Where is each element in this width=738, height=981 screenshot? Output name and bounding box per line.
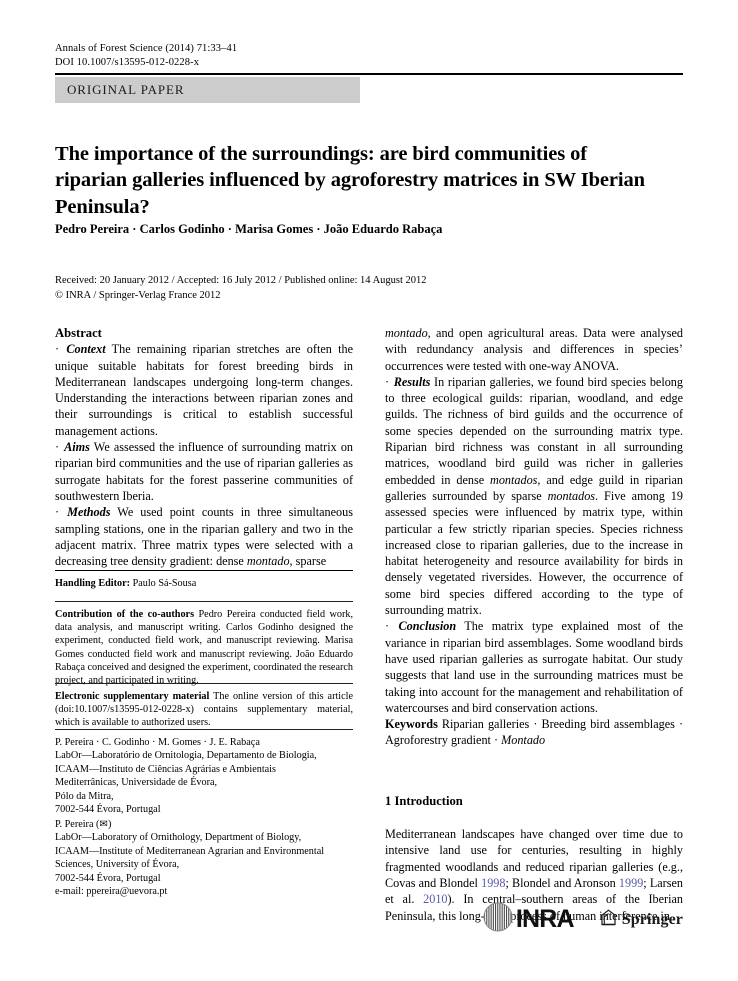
footer-logos: INRA Springer [55,902,683,948]
footnote-rule [55,570,353,571]
affiliation-line: 7002-544 Évora, Portugal [55,872,161,884]
logo-group: INRA Springer [483,902,683,937]
bullet-marker: · [385,619,399,634]
bullet-marker: · [55,440,65,455]
results-italic-montados-2: montados [547,488,596,503]
author-list: Pedro Pereira · Carlos Godinho · Marisa … [55,222,443,236]
context-text: The remaining riparian stretches are oft… [55,342,354,438]
running-head: Annals of Forest Science (2014) 71:33–41… [55,42,237,70]
affiliation-line: LabOr—Laboratório de Ornitologia, Depart… [55,750,317,762]
article-page: Annals of Forest Science (2014) 71:33–41… [55,0,683,981]
methods-italic-montado-2: montado [385,326,428,340]
bullet-marker: · [385,374,394,389]
handling-editor-block: Handling Editor: Paulo Sá-Sousa [55,570,353,596]
keywords-italic-montado: Montado [501,733,546,748]
affiliation-block-1: P. Pereira · C. Godinho · M. Gomes · J. … [55,729,353,816]
springer-house-icon [600,908,617,931]
copyright-line: © INRA / Springer-Verlag France 2012 [55,289,221,301]
results-text-c: . Five among 19 assessed species were in… [385,488,683,618]
affiliation-line: Pólo da Mitra, [55,790,114,802]
citation-link-blondel-aronson[interactable]: 1999 [618,875,644,890]
email-line[interactable]: e-mail: ppereira@uevora.pt [55,886,168,898]
contribution-label: Contribution of the co-authors [55,609,195,620]
doi-line: DOI 10.1007/s13595-012-0228-x [55,57,200,68]
contribution-line: Contribution of the co-authors Pedro Per… [55,608,353,687]
aims-label: Aims [64,440,90,455]
methods-label: Methods [67,505,111,520]
affiliation-line: LabOr—Laboratory of Ornithology, Departm… [55,832,302,844]
abstract-column-left: Abstract · Context The remaining riparia… [55,325,353,569]
page-title: The importance of the surroundings: are … [55,142,645,218]
affiliation-block-2: P. Pereira (✉) LabOr—Laboratory of Ornit… [55,818,353,898]
introduction-paragraph: Mediterranean landscapes have changed ov… [385,826,683,924]
journal-citation: Annals of Forest Science (2014) 71:33–41 [55,43,238,54]
aims-text: We assessed the influence of surrounding… [55,440,354,503]
footnote-rule [55,683,353,684]
intro-text-d: ). In central–southern areas of the Iber… [385,892,683,923]
methods-continuation: montado, and open agricultural areas. Da… [385,325,683,374]
footnote-rule [55,729,353,730]
springer-wordmark: Springer [621,910,683,928]
affiliation-line: 7002-544 Évora, Portugal [55,804,161,816]
intro-text-a: Mediterranean landscapes have changed ov… [385,827,683,890]
inra-wordmark: INRA [515,905,575,933]
springer-logo: Springer [600,908,683,931]
keywords-text: Riparian galleries · Breeding bird assem… [385,717,683,748]
handling-editor-line: Handling Editor: Paulo Sá-Sousa [55,577,353,590]
keywords-label: Keywords [385,717,438,732]
abstract-column-right: montado, and open agricultural areas. Da… [385,325,683,924]
affiliation-2-lines: P. Pereira (✉) LabOr—Laboratory of Ornit… [55,818,353,898]
article-type-label: ORIGINAL PAPER [67,82,185,97]
abstract-aims: · Aims We assessed the influence of surr… [55,439,353,504]
header-rule [55,73,683,75]
context-label: Context [66,342,106,357]
bullet-marker: · [55,505,68,520]
handling-editor-label: Handling Editor: [55,578,131,589]
affiliation-line: P. Pereira · C. Godinho · M. Gomes · J. … [55,737,260,748]
abstract-results: · Results In riparian galleries, we foun… [385,374,683,618]
results-text-b: , and edge guild in riparian galleries s… [385,472,683,503]
intro-text-b: ; Blondel and Aronson [505,875,619,890]
footnote-rule [55,601,353,602]
results-text-a: In riparian galleries, we found bird spe… [385,374,683,487]
citation-link-covas-blondel[interactable]: 1998 [481,875,506,890]
intro-text-c: ; Larsen et al. [385,875,683,907]
affiliation-1-lines: P. Pereira · C. Godinho · M. Gomes · J. … [55,736,353,816]
received-accepted-line: Received: 20 January 2012 / Accepted: 16… [55,275,427,286]
methods-italic-montado-1: montado [246,554,290,569]
esm-text: The online version of this article (doi:… [55,691,354,729]
handling-editor-name: Paulo Sá-Sousa [130,578,197,589]
citation-link-larsen[interactable]: 2010 [423,892,448,907]
corresponding-author-line: P. Pereira (✉) [55,819,112,830]
affiliation-line: ICAAM—Instituto de Ciências Agrárias e A… [55,763,276,775]
conclusion-label: Conclusion [398,619,457,634]
supplementary-material-block: Electronic supplementary material The on… [55,683,353,736]
publication-history: Received: 20 January 2012 / Accepted: 16… [55,274,427,303]
keywords-line: Keywords Riparian galleries · Breeding b… [385,716,683,749]
contribution-block: Contribution of the co-authors Pedro Per… [55,601,353,693]
abstract-methods: · Methods We used point counts in three … [55,504,353,569]
conclusion-text: The matrix type explained most of the va… [385,619,683,715]
section-heading-introduction: 1 Introduction [385,793,463,808]
article-type-banner: ORIGINAL PAPER [55,77,360,103]
affiliation-line: Sciences, University of Évora, [55,859,180,871]
esm-line: Electronic supplementary material The on… [55,690,353,730]
results-label: Results [393,374,431,389]
methods-text-b: , sparse [289,554,327,569]
affiliation-line: ICAAM—Institute of Mediterranean Agraria… [55,845,325,857]
abstract-context: · Context The remaining riparian stretch… [55,341,353,439]
affiliation-line: Mediterrânicas, Universidade de Évora, [55,777,218,789]
bullet-marker: · [55,342,67,357]
abstract-conclusion: · Conclusion The matrix type explained m… [385,618,683,716]
results-italic-montados-1: montados [490,472,538,487]
esm-label: Electronic supplementary material [55,691,210,702]
abstract-heading: Abstract [55,326,102,340]
methods-text-a: We used point counts in three simultaneo… [55,505,353,569]
contribution-text: Pedro Pereira conducted field work, data… [55,609,353,687]
methods-text-c: , and open agricultural areas. Data were… [385,326,683,373]
inra-stripes-icon [483,902,513,937]
inra-logo: INRA [483,902,575,937]
